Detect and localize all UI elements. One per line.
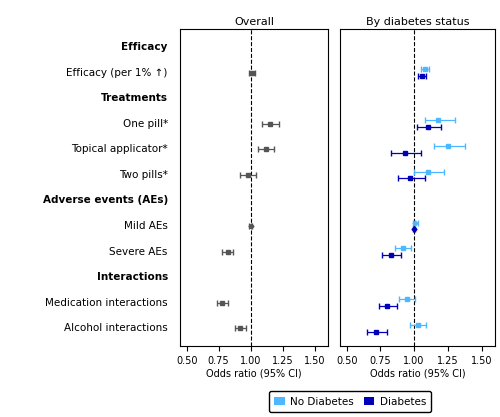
Text: One pill*: One pill* xyxy=(122,119,168,129)
Text: Efficacy: Efficacy xyxy=(122,42,168,52)
Title: Overall: Overall xyxy=(234,17,274,27)
Text: Adverse events (AEs): Adverse events (AEs) xyxy=(42,196,168,206)
Text: Topical applicator*: Topical applicator* xyxy=(71,144,168,154)
Title: By diabetes status: By diabetes status xyxy=(366,17,469,27)
Text: Efficacy (per 1% ↑): Efficacy (per 1% ↑) xyxy=(66,68,168,78)
X-axis label: Odds ratio (95% CI): Odds ratio (95% CI) xyxy=(206,369,302,379)
Text: Medication interactions: Medication interactions xyxy=(45,298,168,308)
X-axis label: Odds ratio (95% CI): Odds ratio (95% CI) xyxy=(370,369,466,379)
Text: Interactions: Interactions xyxy=(96,272,168,282)
Text: Two pills*: Two pills* xyxy=(119,170,168,180)
Text: Alcohol interactions: Alcohol interactions xyxy=(64,323,168,333)
Text: Mild AEs: Mild AEs xyxy=(124,221,168,231)
Legend: No Diabetes, Diabetes: No Diabetes, Diabetes xyxy=(269,392,431,412)
Text: Treatments: Treatments xyxy=(101,93,168,103)
Text: Severe AEs: Severe AEs xyxy=(110,246,168,256)
